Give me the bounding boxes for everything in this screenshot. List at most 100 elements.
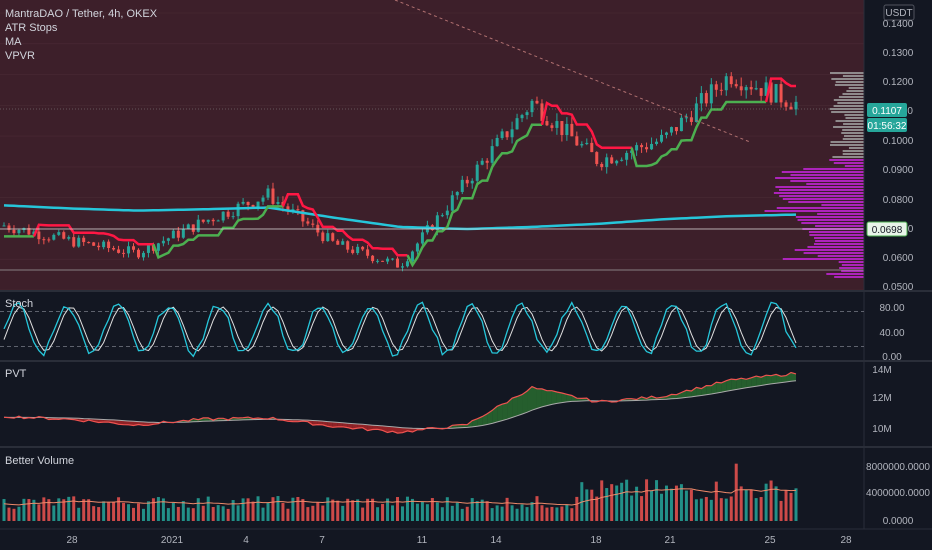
candle-body (520, 115, 524, 119)
vpvr-bar (838, 261, 864, 263)
volume-bar (405, 496, 409, 521)
stoch-pane[interactable] (0, 301, 864, 358)
vpvr-bar (808, 231, 864, 233)
volume-bar (540, 505, 544, 521)
candle-body (415, 243, 419, 252)
volume-bar (107, 501, 111, 521)
candle-body (490, 146, 494, 163)
volume-bar (146, 501, 150, 521)
volume-bar (615, 485, 619, 521)
candle-body (276, 202, 280, 204)
pvt-fill (771, 374, 777, 384)
candle-body (734, 84, 738, 87)
candle-body (664, 132, 668, 135)
stoch-tick: 80.00 (879, 303, 904, 314)
vpvr-bar (806, 183, 864, 185)
volume-bar (610, 484, 614, 521)
volume-bar (734, 463, 738, 521)
pvt-fill (367, 424, 373, 431)
candle-body (694, 103, 698, 122)
ma-line (3, 204, 797, 231)
currency-button[interactable] (883, 4, 915, 21)
volume-pane[interactable] (2, 463, 798, 521)
pvt-fill (337, 422, 343, 427)
indicator-label-vpvr[interactable]: VPVR (5, 50, 35, 62)
pvt-fill (726, 379, 732, 392)
vpvr-bar (821, 204, 864, 206)
candle-body (585, 142, 589, 145)
vpvr-bar (813, 243, 864, 245)
candle-body (400, 266, 404, 268)
volume-bar (709, 499, 713, 521)
candle-body (261, 197, 265, 202)
candle-body (679, 117, 683, 132)
volume-bar (291, 497, 295, 521)
vpvr-bar (790, 174, 864, 176)
current-price-badge (867, 103, 907, 117)
price-tick: 0.1400 (883, 19, 914, 30)
vpvr-bar (826, 273, 864, 275)
vpvr-bar (833, 99, 864, 101)
candle-body (82, 237, 86, 243)
volume-bar (495, 505, 499, 521)
vpvr-bar (846, 90, 864, 92)
volume-bar (400, 506, 404, 521)
volume-bar (341, 505, 345, 521)
candle-body (246, 201, 250, 205)
volume-bar (415, 503, 419, 521)
volume-bar (714, 481, 718, 521)
candle-body (784, 102, 788, 107)
pvt-pane[interactable] (3, 371, 797, 434)
volume-bar (7, 507, 11, 521)
vpvr-bar (833, 162, 864, 164)
pvt-fill (143, 421, 149, 426)
pvt-fill (696, 387, 702, 397)
volume-bar (156, 497, 160, 521)
candle-body (291, 209, 295, 211)
volume-bar (42, 497, 46, 521)
time-axis[interactable]: 28 2021 4 7 11 14 18 21 25 28 (66, 535, 852, 546)
candle-body (231, 216, 235, 218)
candle-body (371, 255, 375, 262)
candle-body (17, 230, 21, 234)
pvt-fill (686, 390, 692, 398)
volume-bar (37, 504, 41, 521)
volume-bar (744, 490, 748, 521)
volume-bar (22, 498, 26, 521)
candle-body (510, 129, 514, 138)
atr-segment (152, 205, 283, 260)
pvt-fill (546, 390, 552, 406)
vpvr-bar (775, 177, 864, 179)
atr-segment (630, 100, 767, 168)
pvt-fill (482, 413, 488, 426)
price-tick: 0.0900 (883, 165, 914, 176)
volume-bar (141, 508, 145, 521)
volume-bar (27, 499, 31, 521)
pvt-tick: 14M (872, 365, 891, 376)
candle-body (226, 211, 230, 217)
candle-body (724, 76, 728, 91)
candle-body (361, 246, 365, 250)
volume-bar (575, 496, 579, 521)
volume-bar (12, 508, 16, 521)
atr-segment (406, 123, 542, 268)
volume-bar (759, 497, 763, 521)
candle-body (301, 210, 305, 222)
candle-body (112, 248, 116, 250)
indicator-label-atr-stops[interactable]: ATR Stops (5, 22, 58, 34)
atr-segment (540, 101, 632, 149)
indicator-label-ma[interactable]: MA (5, 36, 22, 48)
volume-bar (127, 504, 131, 521)
candle-body (321, 232, 325, 242)
volume-bar (749, 489, 753, 521)
volume-bar (455, 502, 459, 521)
vpvr-bar (834, 84, 864, 86)
volume-bar (231, 500, 235, 521)
candle-body (62, 232, 66, 239)
candle-body (316, 224, 320, 233)
pvt-fill (566, 394, 572, 402)
volume-bar (2, 499, 6, 521)
candle-body (12, 229, 16, 234)
candle-body (625, 152, 629, 160)
